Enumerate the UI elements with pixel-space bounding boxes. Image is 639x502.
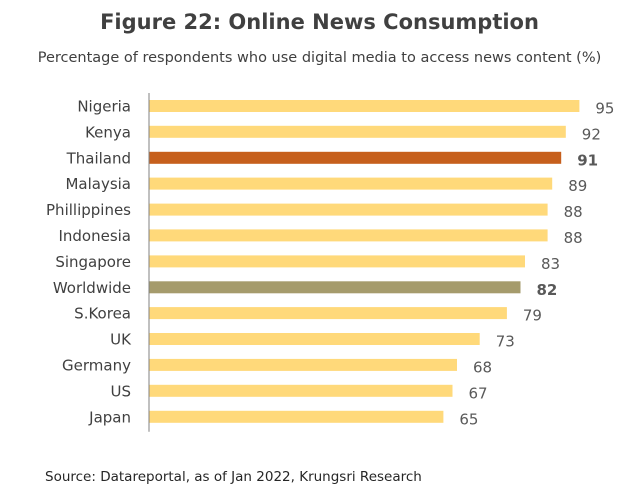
value-label-phillippines: 88 bbox=[564, 203, 583, 221]
bar-uk bbox=[149, 333, 480, 345]
category-label-malaysia: Malaysia bbox=[65, 175, 131, 193]
value-label-kenya: 92 bbox=[582, 125, 601, 143]
category-label-s-korea: S.Korea bbox=[74, 305, 131, 323]
category-label-nigeria: Nigeria bbox=[77, 98, 131, 116]
category-label-indonesia: Indonesia bbox=[58, 227, 131, 245]
value-label-s-korea: 79 bbox=[523, 307, 542, 325]
value-label-nigeria: 95 bbox=[595, 100, 614, 118]
bar-nigeria bbox=[149, 100, 580, 112]
chart-subtitle: Percentage of respondents who use digita… bbox=[37, 50, 602, 66]
bar-germany bbox=[149, 358, 457, 371]
value-label-indonesia: 88 bbox=[564, 229, 583, 247]
bar-japan bbox=[149, 410, 444, 423]
bar-kenya bbox=[149, 125, 566, 138]
category-label-phillippines: Phillippines bbox=[46, 201, 131, 219]
category-label-us: US bbox=[110, 382, 131, 400]
chart-source: Source: Datareportal, as of Jan 2022, Kr… bbox=[45, 469, 422, 485]
category-label-singapore: Singapore bbox=[55, 253, 131, 271]
chart-title: Figure 22: Online News Consumption bbox=[100, 10, 539, 34]
bar-thailand bbox=[149, 151, 562, 164]
bar-phillippines bbox=[149, 203, 548, 216]
bar-s-korea bbox=[149, 307, 507, 320]
category-label-uk: UK bbox=[110, 331, 132, 349]
category-label-worldwide: Worldwide bbox=[53, 279, 131, 297]
value-label-germany: 68 bbox=[473, 358, 492, 376]
category-label-kenya: Kenya bbox=[85, 123, 131, 141]
value-label-japan: 65 bbox=[459, 410, 478, 428]
bar-us bbox=[149, 384, 453, 397]
category-label-japan: Japan bbox=[88, 408, 131, 426]
bar-worldwide bbox=[149, 281, 521, 294]
category-label-thailand: Thailand bbox=[66, 149, 131, 167]
value-label-thailand: 91 bbox=[577, 151, 598, 169]
value-label-worldwide: 82 bbox=[537, 281, 558, 299]
value-label-malaysia: 89 bbox=[568, 177, 587, 195]
category-label-germany: Germany bbox=[62, 356, 131, 374]
bar-indonesia bbox=[149, 229, 548, 242]
value-label-us: 67 bbox=[469, 384, 488, 402]
bar-malaysia bbox=[149, 177, 553, 190]
bar-singapore bbox=[149, 255, 525, 268]
value-label-singapore: 83 bbox=[541, 255, 560, 273]
value-label-uk: 73 bbox=[496, 333, 515, 351]
